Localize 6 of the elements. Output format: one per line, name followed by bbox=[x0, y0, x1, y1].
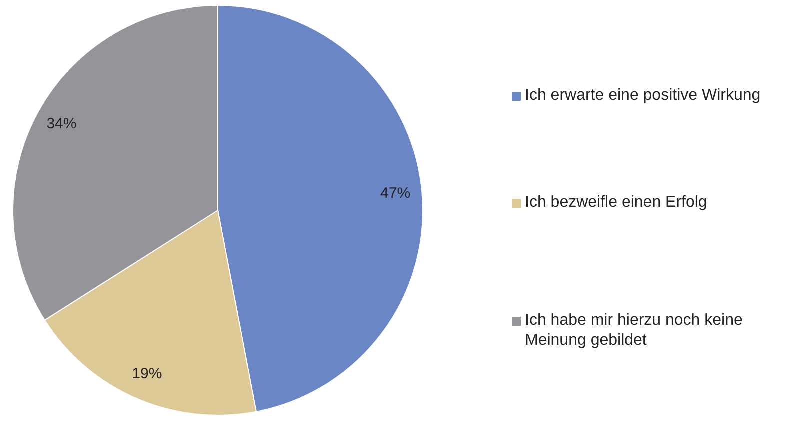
data-label: 47% bbox=[380, 184, 411, 202]
legend-label: Ich erwarte eine positive Wirkung bbox=[525, 86, 762, 106]
legend-label: Ich habe mir hierzu noch keine Meinung gebildet bbox=[525, 311, 744, 351]
data-label: 19% bbox=[132, 365, 162, 382]
legend-label: Ich bezweifle einen Erfolg bbox=[525, 193, 708, 213]
data-label: 34% bbox=[46, 116, 77, 133]
